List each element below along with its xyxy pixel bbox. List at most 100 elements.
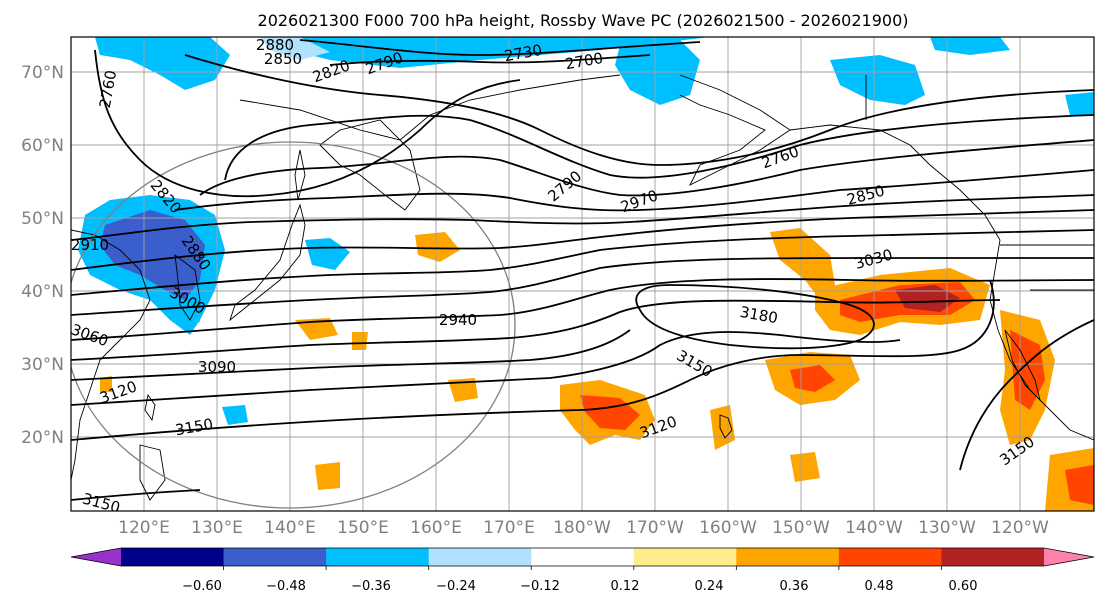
- longitude-labels: 120°E 130°E 140°E 150°E 160°E 170°E 180°…: [118, 518, 1049, 538]
- shading-pos-small-b: [352, 332, 368, 350]
- colorbar-tick-label: 0.48: [865, 579, 894, 594]
- colorbar-tick-label: 0.12: [611, 579, 640, 594]
- contour-2790: [184, 54, 1094, 166]
- latitude-labels: 70°N 60°N 50°N 40°N 30°N 20°N: [21, 63, 64, 448]
- shading-pos-hawaii: [710, 405, 735, 450]
- radius-circle: [71, 141, 516, 509]
- lon-label: 150°E: [337, 518, 389, 538]
- contour-2880: [174, 169, 1094, 212]
- negative-anomaly-shading: [78, 37, 1094, 425]
- colorbar-extend-high: [1044, 548, 1094, 566]
- lon-label: 160°E: [410, 518, 462, 538]
- colorbar: −0.60 −0.48 −0.36 −0.24 −0.12 0.12 0.24 …: [70, 547, 1095, 594]
- colorbar-segment: [121, 548, 225, 566]
- height-contours: [71, 39, 1094, 501]
- shading-neg-small-a: [222, 405, 248, 425]
- gridlines: [71, 37, 1094, 511]
- contour-2970: [71, 229, 1094, 296]
- lon-label: 160°W: [699, 518, 757, 538]
- lon-label: 140°W: [845, 518, 903, 538]
- shading-pos-small-e: [100, 376, 112, 392]
- colorbar-tick-label: −0.36: [351, 579, 391, 594]
- shading-pos-small-c: [448, 378, 478, 402]
- lat-label: 50°N: [21, 209, 64, 229]
- lon-label: 130°W: [918, 518, 976, 538]
- contour-3150-east: [959, 319, 1094, 471]
- shading-neg-top-left: [95, 37, 230, 90]
- colorbar-segment: [838, 548, 942, 566]
- shading-neg-japan: [305, 238, 350, 270]
- lon-label: 120°W: [991, 518, 1049, 538]
- coast-baja: [1004, 329, 1041, 402]
- shading-neg-top-strip: [280, 37, 710, 68]
- contour-3090: [71, 329, 631, 381]
- contour-3180-loop: [635, 284, 875, 350]
- contour-3030: [71, 278, 1094, 341]
- contour-label: 2940: [439, 311, 477, 329]
- shading-neg-west-pacific-core: [100, 210, 205, 300]
- coast-korea: [174, 254, 201, 321]
- shading-pos-east-chain: [770, 228, 835, 300]
- contour-2730: [329, 54, 651, 66]
- figure-title: 2026021300 F000 700 hPa height, Rossby W…: [258, 11, 909, 30]
- contour-2940: [71, 209, 1094, 271]
- colorbar-tick-label: 0.36: [780, 579, 809, 594]
- colorbar-segment: [531, 548, 635, 566]
- map-frame: [70, 36, 1095, 512]
- map-content: 2880 2850 2820 2790 2730 2700 2760 2820 …: [71, 36, 1094, 511]
- contour-2760: [94, 49, 521, 198]
- shading-neg-east-top: [930, 37, 1010, 55]
- shading-pos-mexico-inner: [1010, 330, 1045, 410]
- contour-3120: [71, 331, 901, 406]
- lon-label: 120°E: [118, 518, 170, 538]
- colorbar-labels: −0.60 −0.48 −0.36 −0.24 −0.12 0.12 0.24 …: [182, 579, 977, 594]
- contour-2700: [299, 39, 701, 56]
- contour-3150: [71, 279, 995, 441]
- coast-kamchatka: [319, 119, 421, 211]
- colorbar-segment: [633, 548, 737, 566]
- lon-label: 150°W: [772, 518, 830, 538]
- shading-pos-small-d: [315, 462, 340, 490]
- contour-2820: [224, 114, 1094, 181]
- colorbar-tick-label: −0.48: [266, 579, 306, 594]
- coast-east-asia: [71, 229, 151, 481]
- lat-label: 30°N: [21, 355, 64, 375]
- coast-taiwan: [144, 393, 156, 422]
- contour-2910: [71, 194, 1094, 241]
- lon-label: 130°E: [191, 518, 243, 538]
- contour-label: 3090: [198, 358, 236, 376]
- colorbar-segments: [70, 547, 1095, 570]
- lon-label: 170°E: [483, 518, 535, 538]
- colorbar-segment: [428, 548, 532, 566]
- lon-label: 180°W: [553, 518, 611, 538]
- coast-sakhalin: [294, 149, 306, 201]
- shading-pos-south-a: [790, 452, 820, 482]
- contour-2850: [199, 139, 1094, 197]
- coast-philippines: [139, 444, 166, 501]
- contour-3150-sw: [71, 489, 201, 501]
- shading-neg-far-east: [1065, 92, 1094, 115]
- colorbar-tick-label: −0.24: [436, 579, 476, 594]
- contour-labels: 2880 2850 2820 2790 2730 2700 2760 2820 …: [71, 36, 1038, 511]
- colorbar-tick-label: 0.60: [949, 579, 978, 594]
- colorbar-segment: [736, 548, 840, 566]
- contour-label: 2880: [256, 36, 294, 54]
- colorbar-segment: [223, 548, 327, 566]
- coast-alaska: [679, 74, 791, 187]
- contour-3000: [71, 257, 1094, 316]
- shading-neg-top-strip-light: [260, 37, 330, 60]
- colorbar-segment: [326, 548, 430, 566]
- contour-3060: [71, 299, 1001, 361]
- lat-label: 20°N: [21, 428, 64, 448]
- colorbar-tick-label: −0.60: [182, 579, 222, 594]
- shading-pos-small-a: [295, 318, 338, 340]
- coast-japan: [229, 203, 306, 322]
- contour-label: 2910: [71, 236, 109, 254]
- colorbar-tick-label: −0.12: [520, 579, 560, 594]
- colorbar-extend-low: [71, 548, 121, 566]
- shading-pos-kuril: [415, 232, 460, 262]
- lat-label: 40°N: [21, 282, 64, 302]
- lon-label: 140°E: [264, 518, 316, 538]
